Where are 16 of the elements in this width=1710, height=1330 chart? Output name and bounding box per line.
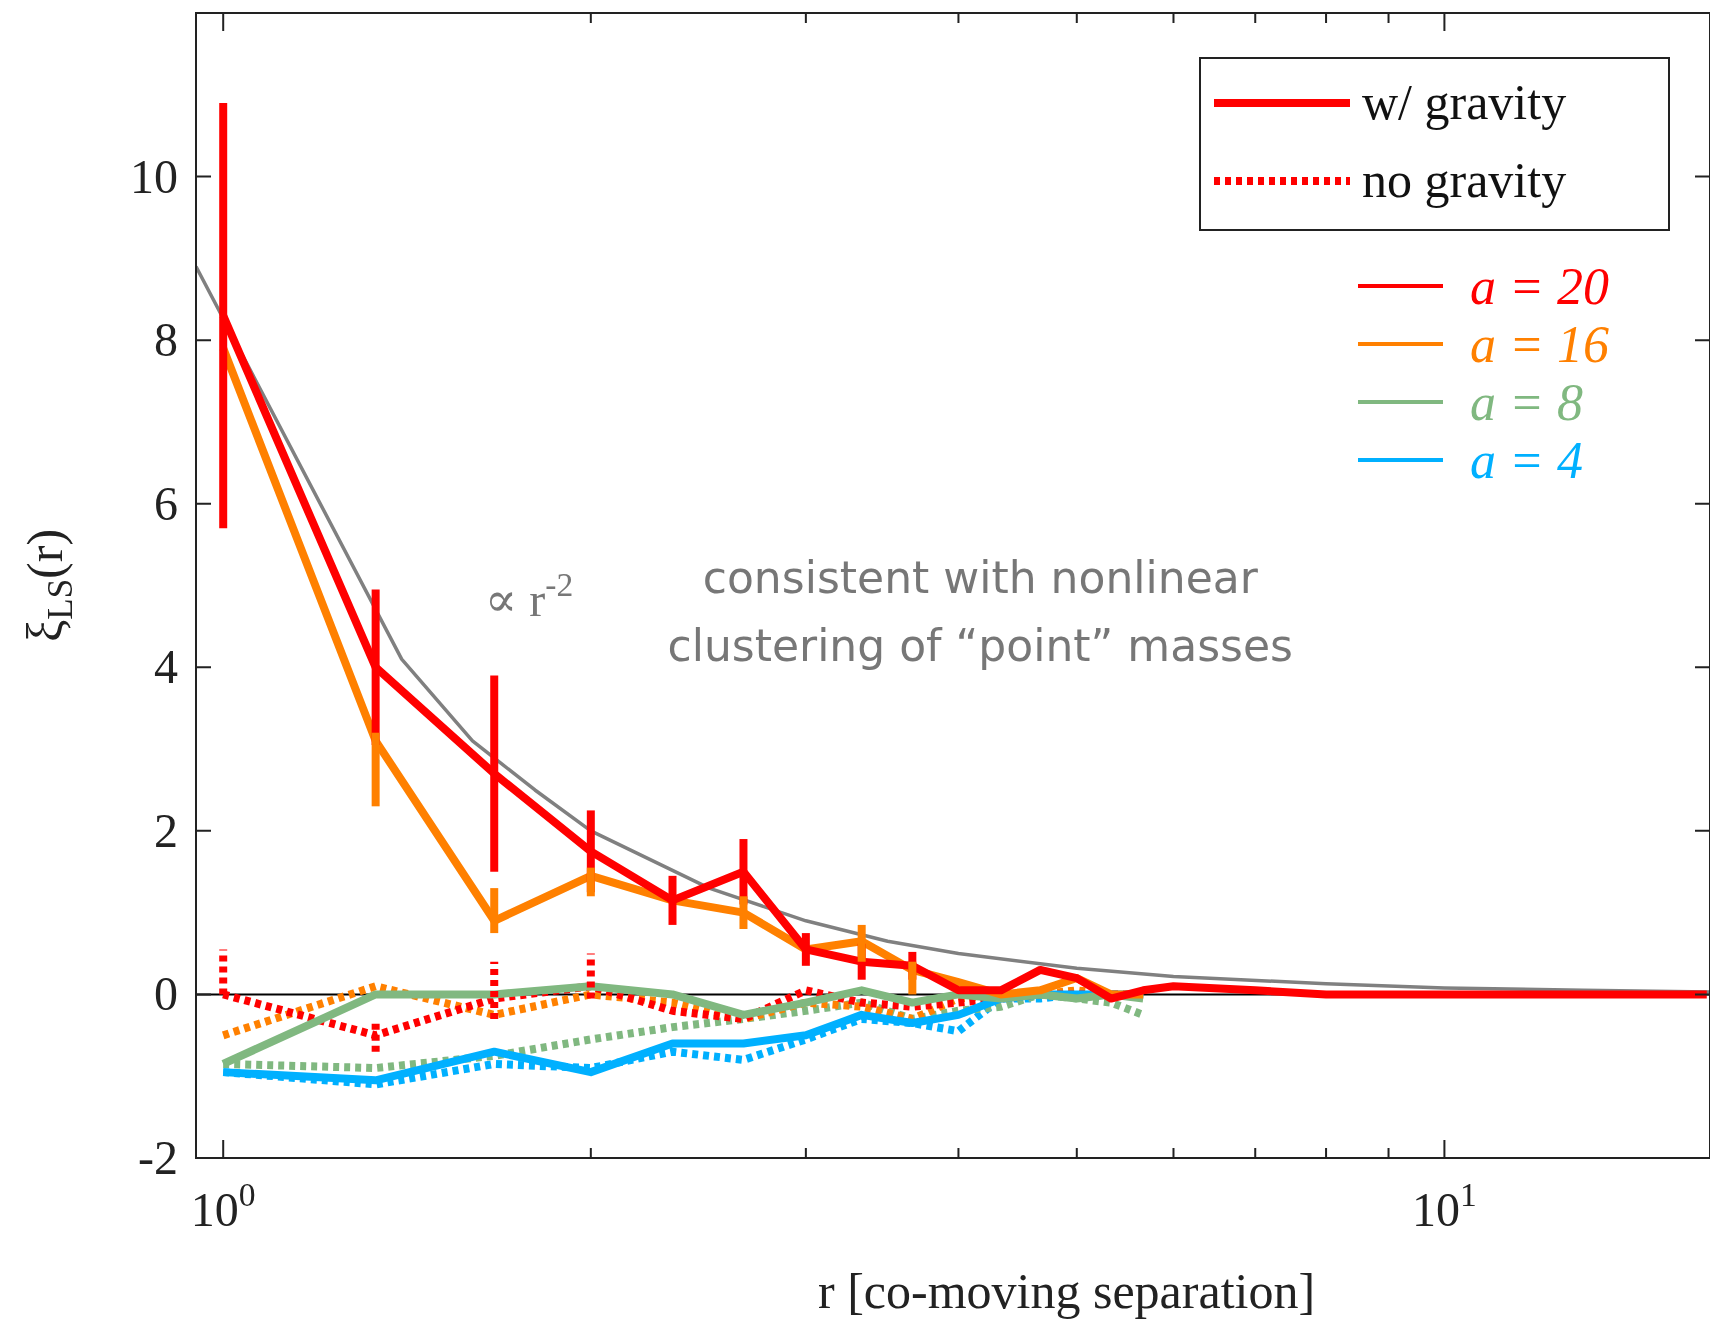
y-tick-label: 0 [154, 967, 178, 1021]
y-tick-label: 10 [130, 149, 178, 203]
legend-label: a = 20 [1470, 258, 1610, 315]
annotation: no gravity [1362, 152, 1567, 208]
legend-label: a = 8 [1470, 374, 1584, 431]
y-axis-title: ξLS(r) [17, 528, 80, 643]
y-tick-label: 4 [154, 640, 178, 694]
legend-label: a = 4 [1470, 432, 1584, 489]
annotation: w/ gravity [1362, 74, 1567, 130]
y-tick-label: -2 [138, 1131, 178, 1184]
legend-label: a = 16 [1470, 316, 1610, 373]
x-axis-title: r [co-moving separation] [818, 1263, 1316, 1319]
y-tick-label: 2 [154, 803, 178, 857]
annotation: consistent with nonlinear clustering of “point” masses [667, 552, 1294, 672]
y-tick-label: 8 [154, 313, 178, 367]
y-tick-label: 6 [154, 476, 178, 530]
